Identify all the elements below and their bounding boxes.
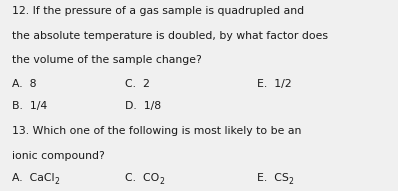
Text: A.  8: A. 8 <box>12 79 37 89</box>
Text: the volume of the sample change?: the volume of the sample change? <box>12 55 202 65</box>
Text: C.  2: C. 2 <box>125 79 150 89</box>
Text: E.  1/2: E. 1/2 <box>257 79 291 89</box>
Text: 2: 2 <box>289 177 293 186</box>
Text: C.  CO: C. CO <box>125 173 160 183</box>
Text: D.  1/8: D. 1/8 <box>125 101 162 111</box>
Text: E.  CS: E. CS <box>257 173 289 183</box>
Text: B.  1/4: B. 1/4 <box>12 101 47 111</box>
Text: 12. If the pressure of a gas sample is quadrupled and: 12. If the pressure of a gas sample is q… <box>12 6 304 16</box>
Text: 13. Which one of the following is most likely to be an: 13. Which one of the following is most l… <box>12 126 301 136</box>
Text: the absolute temperature is doubled, by what factor does: the absolute temperature is doubled, by … <box>12 31 328 40</box>
Text: ionic compound?: ionic compound? <box>12 151 105 161</box>
Text: A.  CaCl: A. CaCl <box>12 173 55 183</box>
Text: 2: 2 <box>160 177 164 186</box>
Text: 2: 2 <box>55 177 59 186</box>
